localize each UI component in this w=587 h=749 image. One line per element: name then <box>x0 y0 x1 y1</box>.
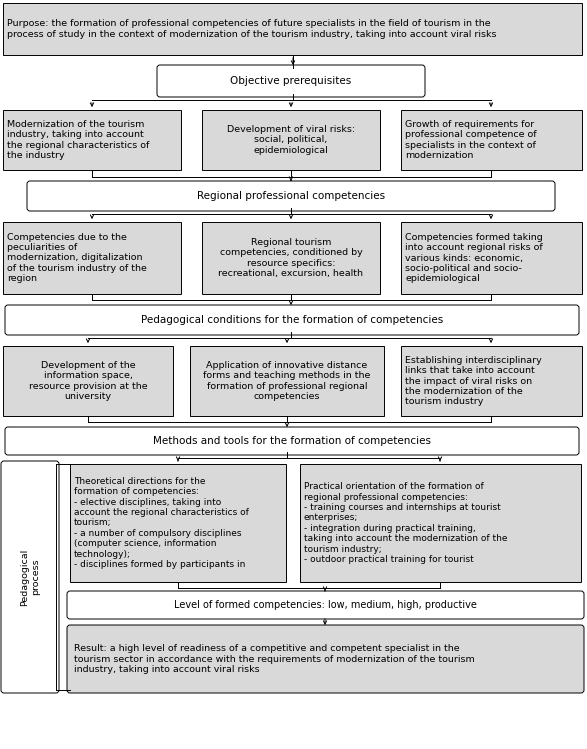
Text: Competencies formed taking
into account regional risks of
various kinds: economi: Competencies formed taking into account … <box>405 233 543 283</box>
FancyBboxPatch shape <box>67 625 584 693</box>
FancyBboxPatch shape <box>5 427 579 455</box>
Bar <box>300 464 581 582</box>
FancyBboxPatch shape <box>5 305 579 335</box>
Text: Regional tourism
competencies, conditioned by
resource specifics:
recreational, : Regional tourism competencies, condition… <box>218 238 363 278</box>
Text: Pedagogical
process: Pedagogical process <box>21 548 40 606</box>
Text: Modernization of the tourism
industry, taking into account
the regional characte: Modernization of the tourism industry, t… <box>7 120 149 160</box>
Text: Practical orientation of the formation of
regional professional competencies:
- : Practical orientation of the formation o… <box>304 482 508 564</box>
Text: Objective prerequisites: Objective prerequisites <box>230 76 352 86</box>
Bar <box>401 222 582 294</box>
Text: Development of the
information space,
resource provision at the
university: Development of the information space, re… <box>29 361 147 401</box>
Bar <box>3 222 181 294</box>
FancyBboxPatch shape <box>27 181 555 211</box>
Bar <box>401 110 582 170</box>
Text: Pedagogical conditions for the formation of competencies: Pedagogical conditions for the formation… <box>141 315 443 325</box>
Text: Level of formed competencies: low, medium, high, productive: Level of formed competencies: low, mediu… <box>174 600 477 610</box>
Text: Competencies due to the
peculiarities of
modernization, digitalization
of the to: Competencies due to the peculiarities of… <box>7 233 147 283</box>
Bar <box>401 346 582 416</box>
Text: Methods and tools for the formation of competencies: Methods and tools for the formation of c… <box>153 436 431 446</box>
FancyBboxPatch shape <box>157 65 425 97</box>
Bar <box>3 3 582 55</box>
Text: Purpose: the formation of professional competencies of future specialists in the: Purpose: the formation of professional c… <box>7 19 497 39</box>
Text: Development of viral risks:
social, political,
epidemiological: Development of viral risks: social, poli… <box>227 125 355 155</box>
Text: Theoretical directions for the
formation of competencies:
- elective disciplines: Theoretical directions for the formation… <box>74 477 249 569</box>
Bar <box>202 110 380 170</box>
Bar <box>202 222 380 294</box>
FancyBboxPatch shape <box>67 591 584 619</box>
Text: Establishing interdisciplinary
links that take into account
the impact of viral : Establishing interdisciplinary links tha… <box>405 356 542 406</box>
Text: Regional professional competencies: Regional professional competencies <box>197 191 385 201</box>
Bar <box>3 346 173 416</box>
Bar <box>190 346 384 416</box>
Bar <box>3 110 181 170</box>
Bar <box>70 464 286 582</box>
Text: Growth of requirements for
professional competence of
specialists in the context: Growth of requirements for professional … <box>405 120 537 160</box>
FancyBboxPatch shape <box>1 461 59 693</box>
Text: Application of innovative distance
forms and teaching methods in the
formation o: Application of innovative distance forms… <box>203 361 370 401</box>
Text: Result: a high level of readiness of a competitive and competent specialist in t: Result: a high level of readiness of a c… <box>74 644 475 674</box>
